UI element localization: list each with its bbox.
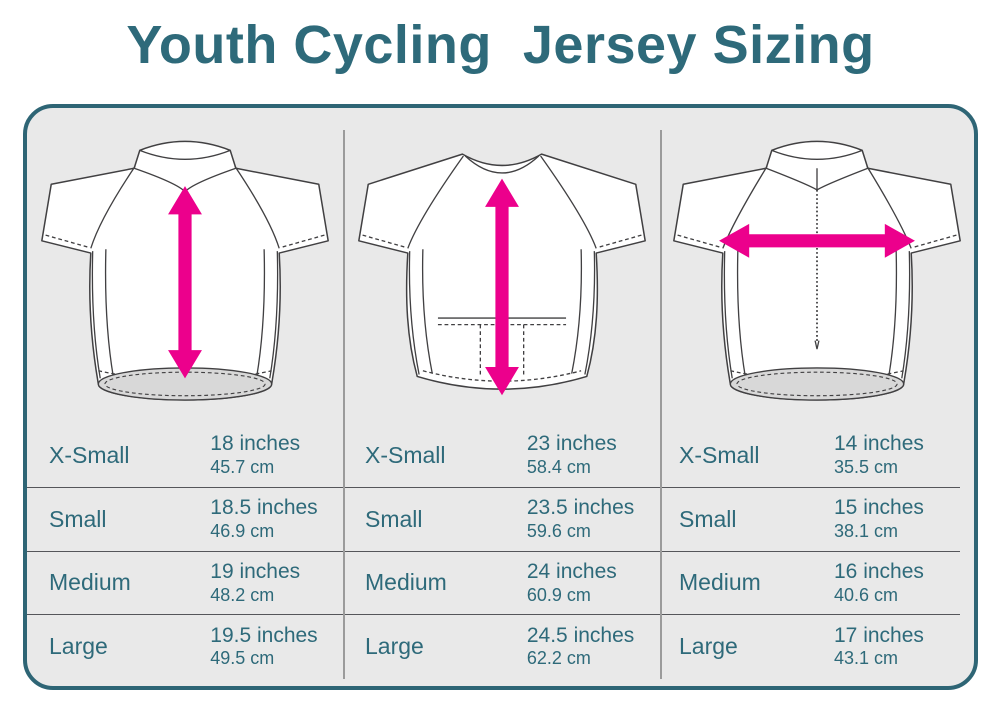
measurement-value: 14 inches 35.5 cm — [834, 432, 960, 478]
measurement-value: 19.5 inches 49.5 cm — [210, 624, 343, 670]
horizontal-chest-width-arrow-icon — [719, 223, 915, 258]
inches-value: 15 inches — [834, 496, 924, 520]
cuff-stitching — [361, 234, 642, 249]
cm-value: 38.1 cm — [834, 520, 899, 541]
page-title: Youth Cycling Jersey Sizing — [126, 15, 875, 75]
size-table-chest-width: X-Small 14 inches 35.5 cm Small 15 inche… — [660, 424, 974, 686]
collar-inner-edge — [771, 149, 863, 160]
table-row: Large 19.5 inches 49.5 cm — [27, 614, 343, 678]
columns: X-Small 18 inches 45.7 cm Small 18.5 inc… — [27, 108, 974, 686]
size-label: Medium — [679, 569, 761, 596]
inches-value: 18.5 inches — [210, 496, 318, 520]
column-back-length: X-Small 23 inches 58.4 cm Small 23.5 inc… — [343, 108, 660, 686]
cm-value: 62.2 cm — [526, 648, 591, 669]
measurement-value: 23 inches 58.4 cm — [527, 432, 660, 478]
cm-value: 60.9 cm — [526, 584, 591, 605]
cm-value: 58.4 cm — [526, 457, 591, 478]
measurement-value: 24 inches 60.9 cm — [527, 560, 660, 606]
size-label: Small — [49, 505, 107, 532]
column-divider — [343, 130, 345, 679]
size-table-front-length: X-Small 18 inches 45.7 cm Small 18.5 inc… — [27, 424, 343, 686]
raglan-seams — [90, 166, 280, 249]
inches-value: 14 inches — [834, 432, 924, 456]
pocket-stitching — [437, 323, 566, 375]
side-panel-seams — [91, 249, 279, 379]
table-row: X-Small 23 inches 58.4 cm — [343, 424, 660, 487]
raglan-seams — [406, 155, 597, 249]
inches-value: 23 inches — [526, 432, 617, 456]
table-row: Medium 24 inches 60.9 cm — [343, 550, 660, 615]
measurement-value: 19 inches 48.2 cm — [210, 560, 343, 606]
sizing-panel: X-Small 18 inches 45.7 cm Small 18.5 inc… — [23, 104, 978, 690]
measurement-value: 18 inches 45.7 cm — [210, 432, 343, 478]
table-row: X-Small 14 inches 35.5 cm — [660, 424, 960, 487]
measurement-value: 18.5 inches 46.9 cm — [210, 496, 343, 542]
jersey-back-illustration — [357, 153, 646, 396]
size-label: X-Small — [49, 441, 130, 468]
size-label: Large — [49, 633, 108, 660]
collar-inner-edge — [139, 149, 231, 160]
size-label: Large — [365, 633, 424, 660]
table-row: Large 24.5 inches 62.2 cm — [343, 614, 660, 678]
table-row: Small 15 inches 38.1 cm — [660, 486, 960, 551]
jersey-front-zipper-illustration — [673, 140, 961, 401]
cm-value: 48.2 cm — [210, 584, 275, 605]
hem-opening-stitch — [736, 371, 898, 397]
inches-value: 23.5 inches — [526, 496, 635, 520]
inches-value: 24 inches — [526, 559, 617, 583]
size-table-back-length: X-Small 23 inches 58.4 cm Small 23.5 inc… — [343, 424, 660, 686]
cm-value: 40.6 cm — [834, 584, 899, 605]
cuff-stitching — [45, 234, 325, 249]
inches-value: 24.5 inches — [526, 623, 635, 647]
column-divider — [660, 130, 662, 679]
size-label: Medium — [365, 569, 447, 596]
hem-opening — [729, 367, 905, 401]
measurement-value: 17 inches 43.1 cm — [834, 624, 960, 670]
cm-value: 59.6 cm — [526, 520, 591, 541]
cuff-stitching — [677, 234, 957, 249]
table-row: Medium 16 inches 40.6 cm — [660, 550, 960, 615]
cm-value: 49.5 cm — [210, 648, 275, 669]
cm-value: 43.1 cm — [834, 648, 899, 669]
table-row: Medium 19 inches 48.2 cm — [27, 550, 343, 615]
table-row: Small 23.5 inches 59.6 cm — [343, 486, 660, 551]
size-label: Small — [679, 505, 737, 532]
vertical-length-arrow-icon — [168, 186, 202, 379]
inches-value: 18 inches — [210, 432, 301, 456]
size-label: X-Small — [365, 441, 446, 468]
jersey-back-view-diagram — [343, 108, 660, 424]
cm-value: 35.5 cm — [834, 457, 899, 478]
back-collar-seam — [464, 155, 539, 174]
zipper-pull — [814, 340, 820, 350]
inches-value: 19.5 inches — [210, 623, 318, 647]
measurement-value: 24.5 inches 62.2 cm — [527, 624, 660, 670]
size-label: X-Small — [679, 441, 760, 468]
inches-value: 19 inches — [210, 559, 301, 583]
inches-value: 17 inches — [834, 623, 924, 647]
table-row: Large 17 inches 43.1 cm — [660, 614, 960, 678]
side-panel-seams — [723, 249, 911, 379]
column-front-length: X-Small 18 inches 45.7 cm Small 18.5 inc… — [27, 108, 343, 686]
jersey-front-illustration — [41, 140, 329, 401]
table-row: X-Small 18 inches 45.7 cm — [27, 424, 343, 487]
column-chest-width: X-Small 14 inches 35.5 cm Small 15 inche… — [660, 108, 974, 686]
measurement-value: 23.5 inches 59.6 cm — [527, 496, 660, 542]
size-label: Medium — [49, 569, 131, 596]
vertical-length-arrow-icon — [484, 178, 519, 396]
table-row: Small 18.5 inches 46.9 cm — [27, 486, 343, 551]
size-label: Large — [679, 633, 738, 660]
cm-value: 46.9 cm — [210, 520, 275, 541]
size-label: Small — [365, 505, 423, 532]
jersey-front-zipper-view-diagram — [660, 108, 974, 424]
inches-value: 16 inches — [834, 559, 924, 583]
measurement-value: 16 inches 40.6 cm — [834, 560, 960, 606]
jersey-front-view-diagram — [27, 108, 343, 424]
cm-value: 45.7 cm — [210, 457, 275, 478]
measurement-value: 15 inches 38.1 cm — [834, 496, 960, 542]
side-panel-seams — [408, 249, 595, 375]
